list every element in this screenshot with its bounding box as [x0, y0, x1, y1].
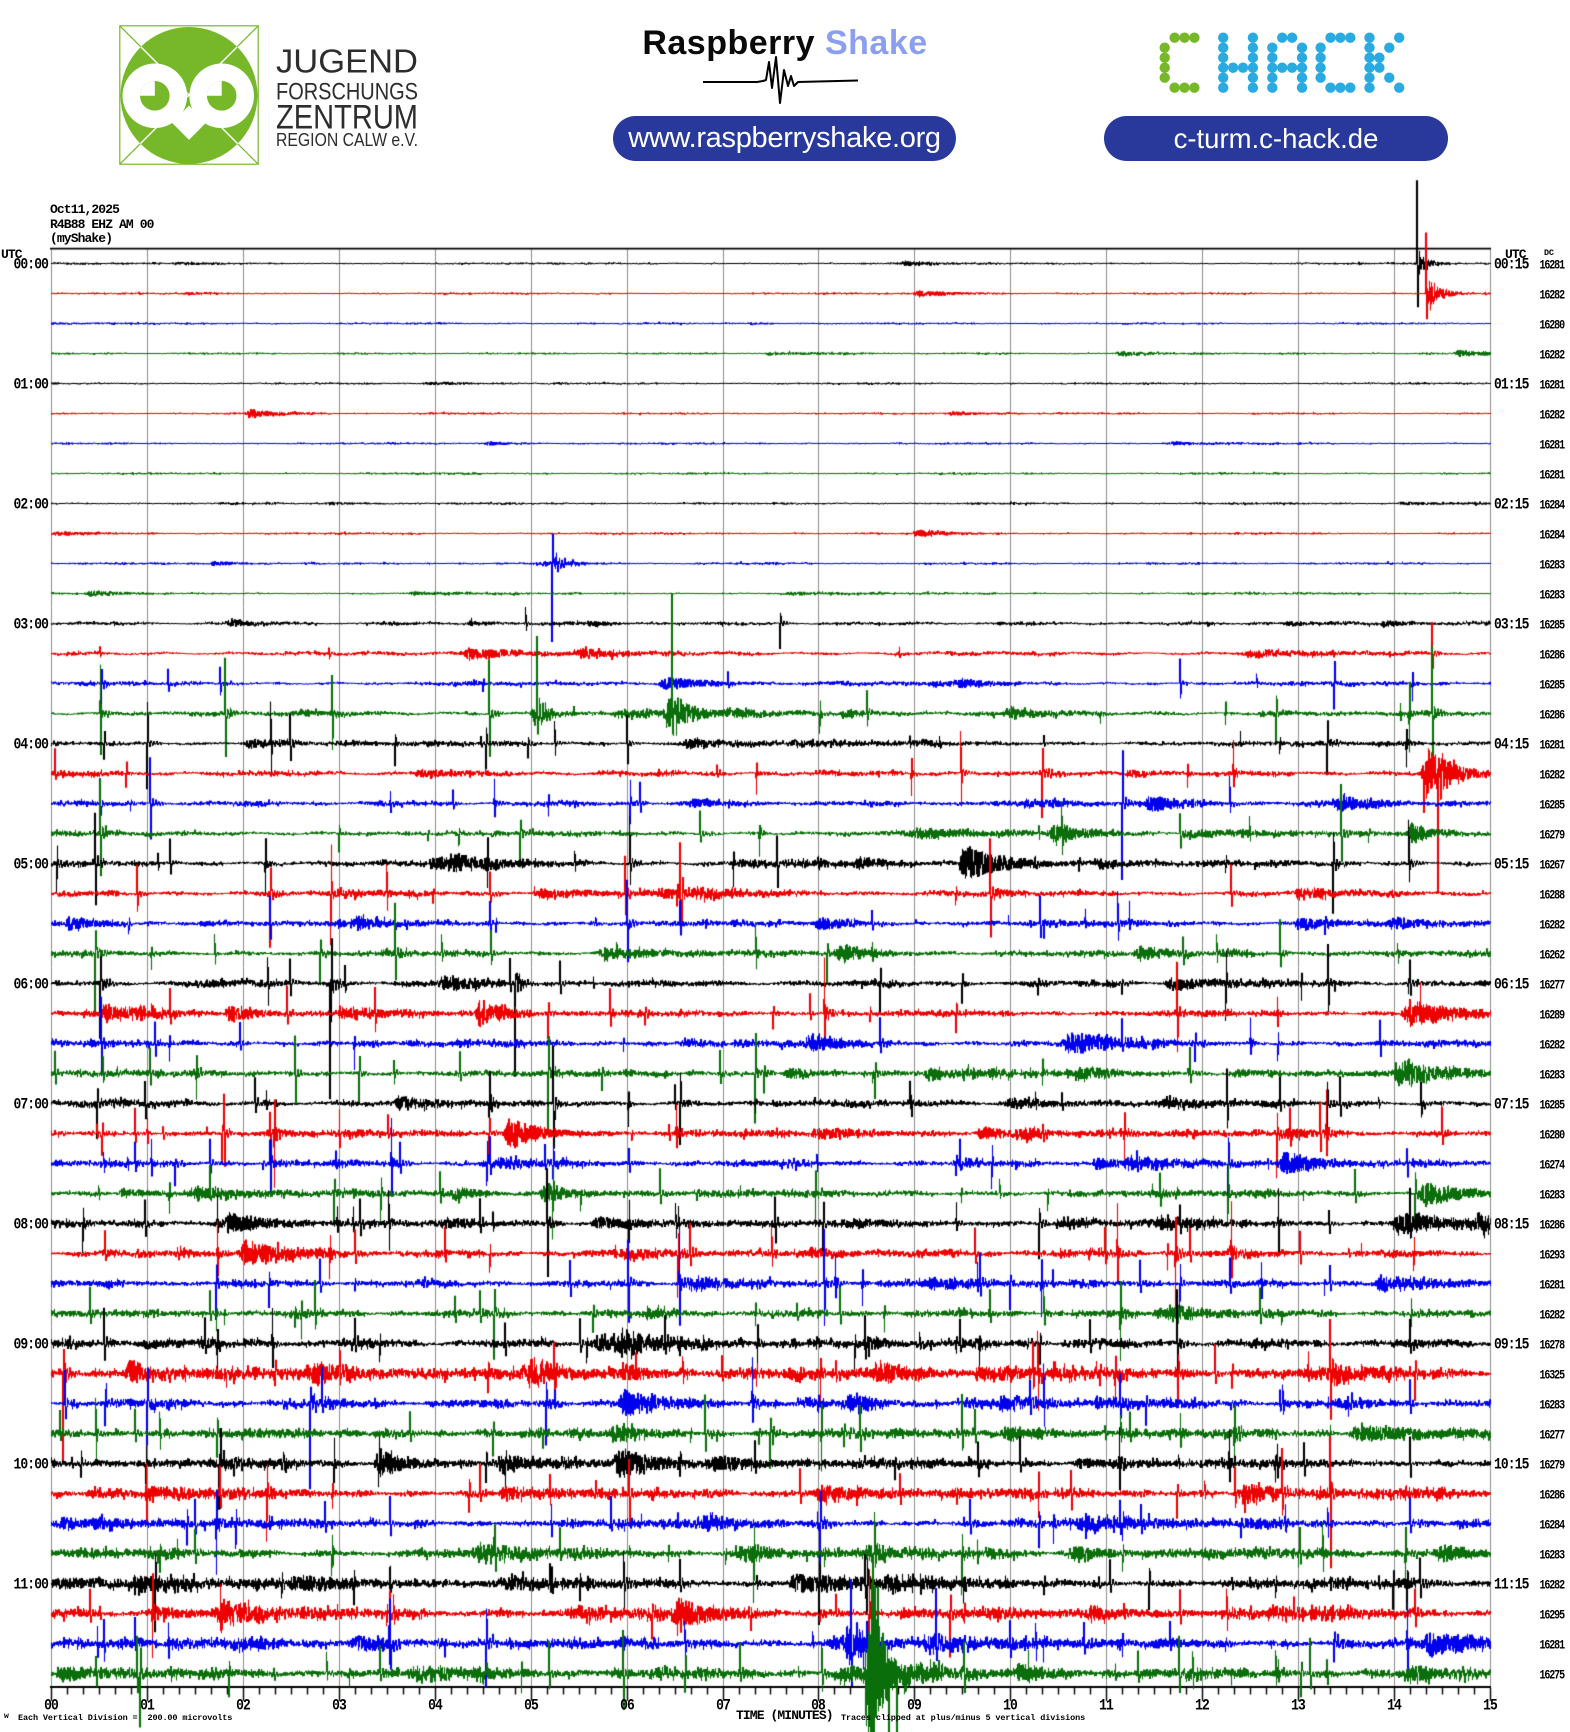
svg-text:REGION CALW e.V.: REGION CALW e.V.: [276, 129, 418, 150]
svg-text:FORSCHUNGS: FORSCHUNGS: [276, 78, 418, 105]
svg-text:JUGEND: JUGEND: [276, 44, 418, 81]
svg-text:ZENTRUM: ZENTRUM: [276, 98, 418, 136]
